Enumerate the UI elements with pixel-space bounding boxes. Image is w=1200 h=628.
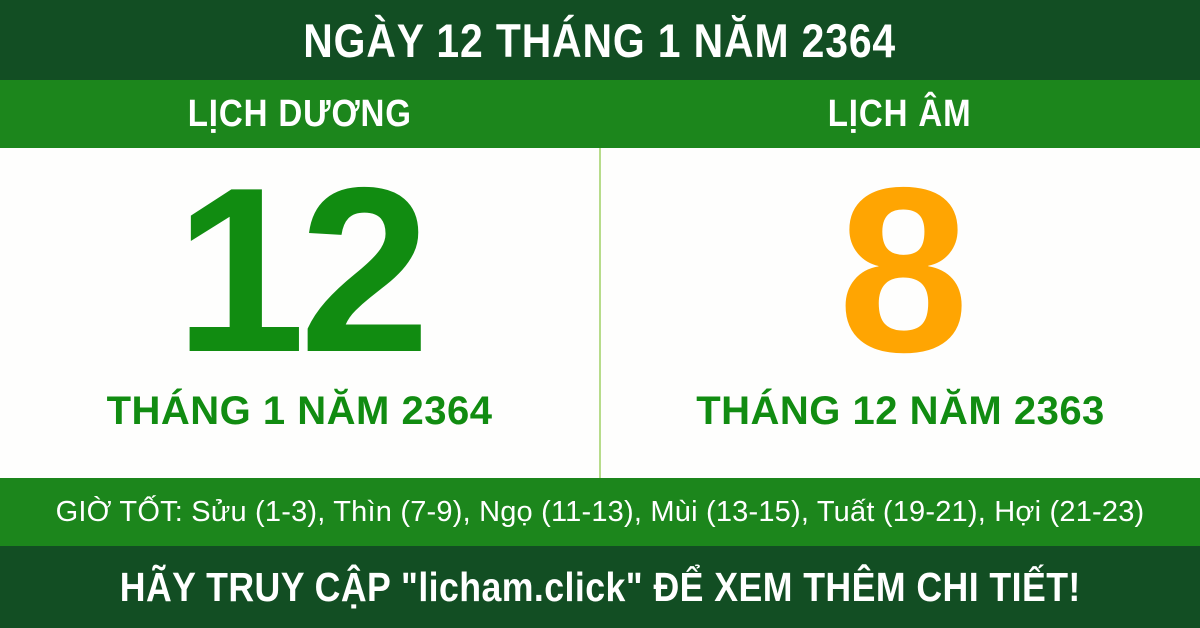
footer-cta-bar: HÃY TRUY CẬP "licham.click" ĐỂ XEM THÊM … (0, 546, 1200, 628)
lunar-calendar-label: LỊCH ÂM (828, 92, 972, 135)
solar-panel: 12 THÁNG 1 NĂM 2364 (0, 148, 599, 478)
good-hours-text: GIỜ TỐT: Sửu (1-3), Thìn (7-9), Ngọ (11-… (55, 495, 1145, 528)
header-date-title: NGÀY 12 THÁNG 1 NĂM 2364 (303, 13, 897, 67)
solar-day-number: 12 (174, 138, 430, 401)
solar-calendar-label-cell: LỊCH DƯƠNG (0, 80, 600, 148)
panel-divider (599, 148, 601, 478)
header-date-bar: NGÀY 12 THÁNG 1 NĂM 2364 (0, 0, 1200, 80)
lunar-month-year: THÁNG 12 NĂM 2363 (696, 389, 1105, 433)
lunar-day-number: 8 (838, 138, 969, 401)
lunar-calendar-label-cell: LỊCH ÂM (600, 80, 1200, 148)
solar-month-year: THÁNG 1 NĂM 2364 (106, 389, 493, 433)
calendar-labels-row: LỊCH DƯƠNG LỊCH ÂM (0, 80, 1200, 148)
solar-calendar-label: LỊCH DƯƠNG (187, 92, 413, 135)
good-hours-bar: GIỜ TỐT: Sửu (1-3), Thìn (7-9), Ngọ (11-… (0, 478, 1200, 546)
calendar-panels: 12 THÁNG 1 NĂM 2364 8 THÁNG 12 NĂM 2363 (0, 148, 1200, 478)
footer-cta-text: HÃY TRUY CẬP "licham.click" ĐỂ XEM THÊM … (119, 563, 1081, 610)
lunar-panel: 8 THÁNG 12 NĂM 2363 (601, 148, 1200, 478)
